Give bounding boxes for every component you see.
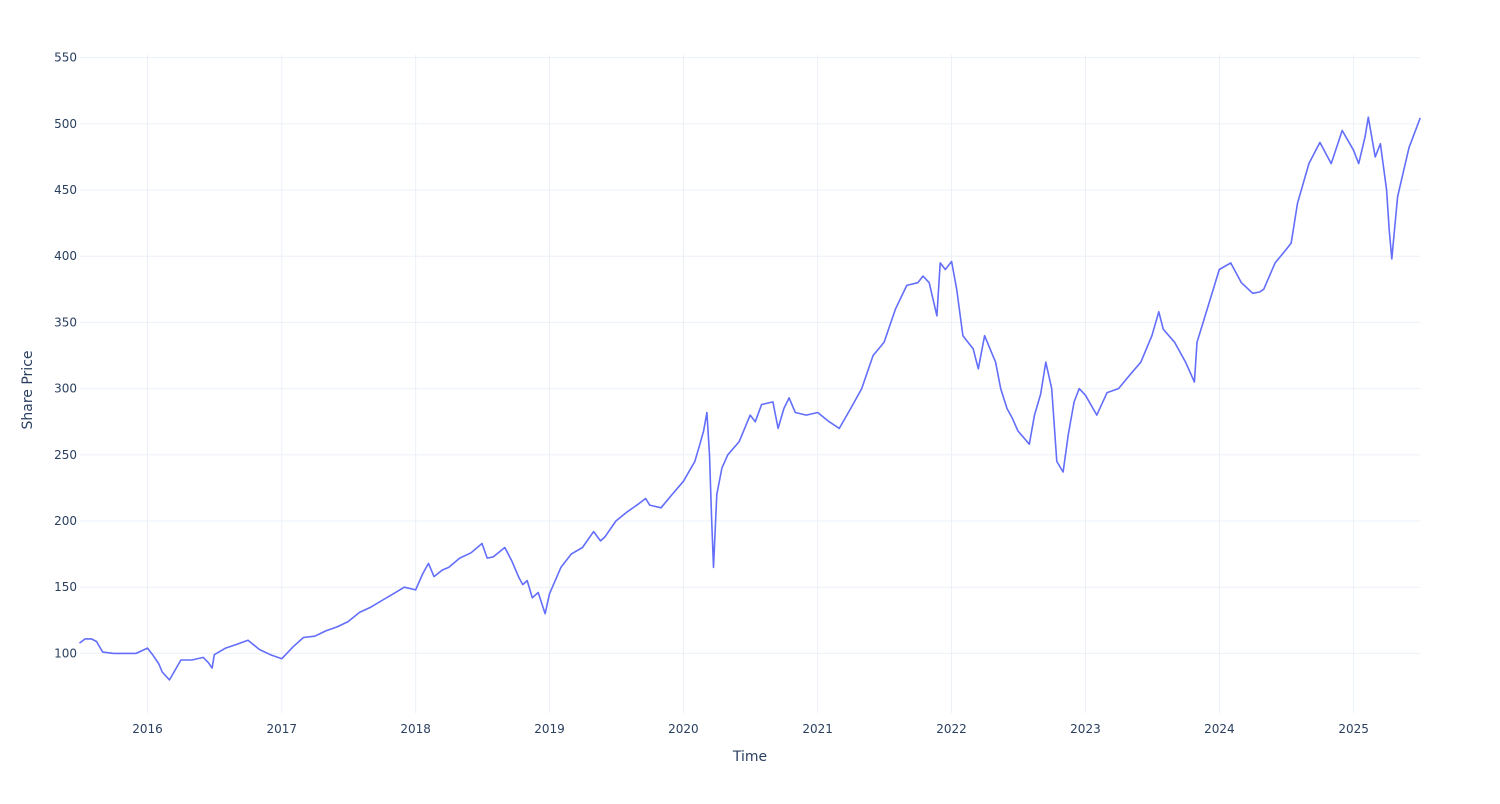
x-axis-title: Time xyxy=(732,749,767,765)
x-tick-label: 2023 xyxy=(1070,722,1101,736)
y-tick-label: 550 xyxy=(54,51,77,65)
series-layer xyxy=(79,116,1421,681)
y-tick-label: 150 xyxy=(54,580,77,594)
x-tick-label: 2016 xyxy=(132,722,163,736)
x-tick-labels: 2016 2017 2018 2019 2020 2021 2022 2023 2024 2025 xyxy=(132,722,1369,736)
series-line xyxy=(79,116,1421,681)
x-tick-label: 2018 xyxy=(400,722,431,736)
x-tick-label: 2025 xyxy=(1338,722,1369,736)
y-tick-label: 500 xyxy=(54,117,77,131)
x-tick-label: 2021 xyxy=(802,722,833,736)
y-gridlines xyxy=(80,57,1420,654)
x-tick-label: 2019 xyxy=(534,722,565,736)
x-tick-label: 2022 xyxy=(936,722,967,736)
x-tick-label: 2024 xyxy=(1204,722,1235,736)
y-tick-label: 100 xyxy=(54,646,77,660)
y-axis-title: Share Price xyxy=(20,350,36,429)
y-tick-label: 350 xyxy=(54,315,77,329)
x-gridlines xyxy=(146,55,1355,713)
y-tick-label: 300 xyxy=(54,382,77,396)
y-tick-label: 450 xyxy=(54,183,77,197)
y-tick-labels: 100 150 200 250 300 350 400 450 500 550 xyxy=(54,51,77,661)
y-tick-label: 250 xyxy=(54,448,77,462)
x-tick-label: 2017 xyxy=(266,722,297,736)
y-tick-label: 400 xyxy=(54,249,77,263)
x-tick-label: 2020 xyxy=(668,722,699,736)
y-tick-label: 200 xyxy=(54,514,77,528)
